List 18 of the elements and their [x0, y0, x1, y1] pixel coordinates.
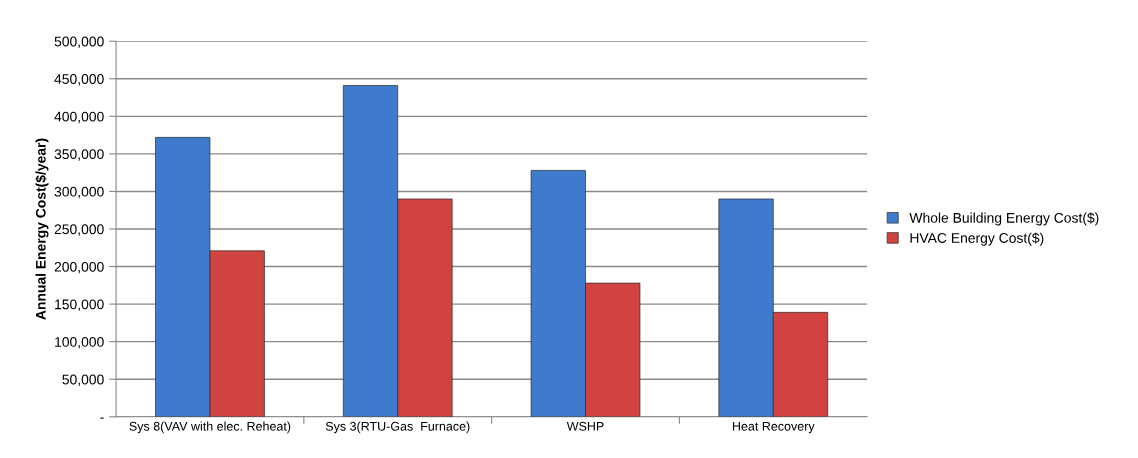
- y-tick-label: 100,000: [55, 337, 104, 349]
- y-tick-label: -: [100, 417, 104, 419]
- x-tick-label: Sys 8(VAV with elec. Reheat): [129, 421, 291, 434]
- y-tick-label: 450,000: [54, 74, 104, 86]
- y-tick-label: 400,000: [54, 111, 104, 124]
- legend-label: Whole Building Energy Cost($): [909, 212, 1099, 226]
- y-tick-label: 200,000: [54, 261, 104, 274]
- legend-label: HVAC Energy Cost($): [910, 232, 1044, 246]
- y-tick-label: 350,000: [54, 149, 104, 161]
- x-tick-label: Sys 3(RTU-Gas Furnace): [325, 421, 470, 434]
- y-tick-label: 250,000: [54, 224, 104, 236]
- y-tick-label: 150,000: [55, 299, 104, 311]
- x-tick-label: WSHP: [566, 421, 604, 431]
- y-tick-label: 300,000: [54, 186, 104, 199]
- y-tick-label: 50,000: [62, 374, 104, 387]
- y-tick-label: 500,000: [54, 36, 104, 49]
- x-tick-label: Heat Recovery: [732, 421, 815, 434]
- y-axis-title: Annual Energy Cost($/year): [35, 138, 49, 320]
